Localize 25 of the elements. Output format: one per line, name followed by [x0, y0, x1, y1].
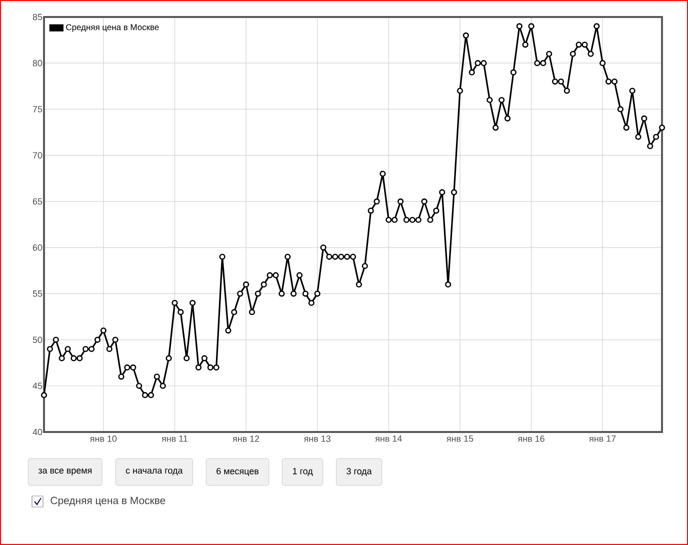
- x-tick-label: янв 13: [304, 436, 330, 442]
- legend-label: Средняя цена в Москве: [66, 24, 159, 32]
- y-tick-label: 65: [32, 198, 42, 205]
- text: Средняя цена в Москве: [50, 496, 166, 506]
- y-tick-label: 85: [32, 14, 42, 20]
- x-tick-label: янв 17: [589, 436, 616, 442]
- x-tick-label: янв 15: [446, 436, 474, 442]
- y-tick-label: 80: [32, 60, 42, 66]
- text: 1 год: [292, 468, 313, 476]
- x-tick-label: янв 14: [375, 436, 402, 442]
- y-tick-label: 45: [32, 382, 42, 390]
- x-tick-label: янв 12: [232, 436, 260, 442]
- x-tick-label: янв 16: [518, 436, 544, 442]
- y-tick-label: 55: [32, 290, 42, 297]
- y-tick-label: 60: [32, 244, 42, 251]
- y-tick-label: 50: [32, 336, 42, 343]
- y-tick-label: 75: [32, 106, 42, 112]
- y-tick-label: 70: [32, 152, 42, 159]
- text: 6 месяцев: [216, 468, 259, 476]
- x-tick-label: янв 11: [162, 436, 188, 442]
- text: 3 года: [346, 468, 372, 476]
- text: за все время: [38, 468, 92, 476]
- text: с начала года: [126, 468, 183, 476]
- x-tick-label: янв 10: [90, 436, 117, 442]
- y-tick-label: 40: [32, 428, 42, 436]
